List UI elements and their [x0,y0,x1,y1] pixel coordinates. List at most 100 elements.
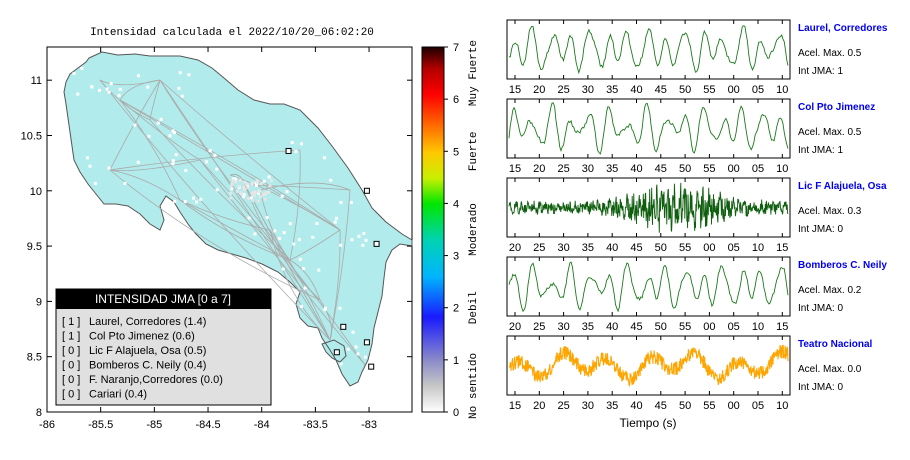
population-dot [273,229,277,233]
map-x-tick-label: -84.5 [195,419,220,431]
population-dot [376,355,380,359]
population-dot [349,201,353,205]
waveform-tick-label: 00 [703,321,715,333]
int-jma-label: Int JMA: 0 [798,303,843,314]
population-dot [246,186,250,190]
colorbar-tick-label: 6 [453,94,459,106]
x-axis-label: Tiempo (s) [620,416,677,430]
waveform-tick-label: 45 [630,321,642,333]
waveform-tick-label: 35 [606,84,618,96]
waveform-tick-label: 25 [557,163,569,175]
road [109,79,161,171]
population-dot [146,85,150,89]
waveform-tick-label: 20 [533,163,545,175]
waveform-tick-label: 05 [728,321,740,333]
population-dot [339,243,343,247]
legend-station-label: Lic F Alajuela, Osa (0.5) [89,345,206,357]
station-markers [285,147,380,370]
population-dot [229,191,233,195]
population-dot [172,131,176,135]
population-dot [339,200,343,204]
population-dot [230,187,234,191]
colorbar-gradient [421,46,445,413]
population-dot [356,352,360,356]
waveform-tick-label: 00 [728,84,740,96]
road [109,149,301,171]
population-dot [187,73,191,77]
waveform-panel: 20 25 30 35 40 45 50 55 00 05 10 15 Lic F Alajuela, … [506,177,887,254]
population-dot [184,168,188,172]
waveform-trace [508,182,789,233]
population-dot [333,220,337,224]
waveform-tick-label: 50 [679,84,691,96]
population-dot [265,215,269,219]
population-dot [285,190,289,194]
legend-items: [ 1 ] Laurel, Corredores (1.4) [ 1 ] Col Pt… [62,316,223,401]
population-dot [258,189,262,193]
population-dot [350,238,354,242]
waveform-tick-label: 20 [509,242,521,254]
population-dot [298,257,302,261]
population-dot [208,149,212,153]
station-marker [340,323,347,330]
waveform-tick-label: 40 [630,163,642,175]
population-dot [80,66,84,70]
population-dot [180,94,184,98]
population-dot [269,178,273,182]
population-dot [300,328,304,332]
population-dot [171,129,175,133]
road [119,99,181,201]
waveform-tick-label: 30 [582,163,594,175]
population-dot [107,90,111,94]
map-y-tick-label: 10 [30,186,42,198]
legend-header [56,289,271,309]
accel-max-label: Acel. Max. 0.5 [798,127,862,138]
population-dot [290,141,294,145]
road [244,184,331,341]
map-y-tick-label: 10.5 [21,130,42,142]
waveform-tick-label: 30 [582,400,594,412]
population-dot [235,189,239,193]
road [99,79,161,86]
population-dot [123,181,127,185]
population-dot [253,190,257,194]
station-name-label: Teatro Nacional [798,339,872,350]
population-dot [259,182,263,186]
waveform-tick-label: 05 [752,400,764,412]
population-dot [277,236,281,240]
colorbar-category-label: Muy Fuerte [468,40,480,106]
population-dot [230,182,234,186]
population-dot [294,149,298,153]
legend-level: [ 0 ] [62,389,80,401]
population-dot [346,347,350,351]
waveform-tick-label: 45 [630,242,642,254]
population-dot [215,167,219,171]
map-x-tick-label: -83 [361,419,377,431]
population-dot [362,231,366,235]
population-dot [261,193,265,197]
road [259,189,321,301]
map-title: Intensidad calculada el 2022/10/20_06:02… [90,27,374,39]
int-jma-label: Int JMA: 1 [798,66,843,77]
population-dot [136,74,140,78]
waveform-tick-label: 15 [776,321,788,333]
waveform-trace [508,261,789,313]
waveform-tick-label: 40 [606,242,618,254]
waveform-tick-label: 25 [533,321,545,333]
waveform-tick-label: 25 [557,400,569,412]
population-dot [183,200,187,204]
population-dot [255,180,259,184]
waveform-tick-label: 40 [606,321,618,333]
waveform-tick-label: 10 [752,242,764,254]
population-dot [76,92,80,96]
population-dot [263,197,267,201]
map-x-tick-label: -86 [39,419,55,431]
legend-level: [ 0 ] [62,345,80,357]
population-dot [324,306,328,310]
population-dot [90,85,94,89]
waveform-tick-label: 20 [533,84,545,96]
population-dot [233,177,237,181]
station-marker [373,240,380,247]
population-dot [336,372,340,376]
population-dot [361,243,365,247]
